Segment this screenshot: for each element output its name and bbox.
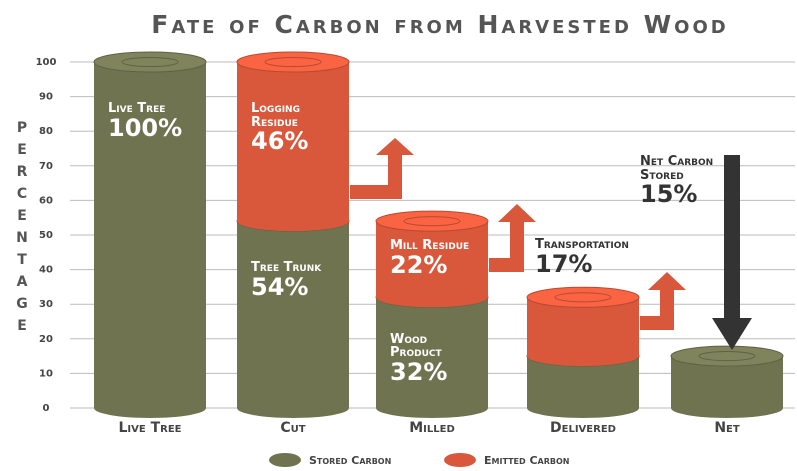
y-tick-label: 90 <box>39 92 53 103</box>
chart: Fate of Carbon from Harvested Wood Perce… <box>0 0 797 471</box>
x-tick-label: Live Tree <box>119 420 182 436</box>
bar-top <box>671 346 783 366</box>
page: Fate of Carbon from Harvested Wood Perce… <box>0 0 797 471</box>
emission-arrow <box>640 272 686 330</box>
y-tick-label: 80 <box>39 126 53 137</box>
bar-top <box>237 52 349 72</box>
bar-label-name: Net Carbon Stored <box>640 155 720 182</box>
legend-label: Emitted Carbon <box>484 454 570 467</box>
chart-title: Fate of Carbon from Harvested Wood <box>151 10 728 39</box>
bar-value-label: 32% <box>390 360 480 385</box>
y-tick-label: 30 <box>39 299 53 310</box>
y-tick-label: 70 <box>39 161 53 172</box>
x-tick-label: Delivered <box>550 420 616 436</box>
y-tick-label: 100 <box>36 57 57 68</box>
bar-label-name: Wood Product <box>390 333 480 360</box>
y-tick-label: 0 <box>43 403 50 414</box>
legend-swatch <box>269 453 301 467</box>
x-tick-label: Cut <box>280 420 305 436</box>
bar-value-label: 22% <box>390 253 480 278</box>
y-tick-label: 20 <box>39 334 53 345</box>
y-tick-label: 10 <box>39 368 53 379</box>
bar-value-label: 46% <box>251 129 341 154</box>
bar-top <box>94 52 206 72</box>
bar-top <box>527 287 639 307</box>
x-tick-label: Net <box>714 420 740 436</box>
legend-label: Stored Carbon <box>309 454 391 467</box>
x-tick-label: Milled <box>409 420 455 436</box>
bar-value-label: 17% <box>535 252 665 277</box>
bar-value-label: 100% <box>108 116 198 141</box>
legend-swatch <box>444 453 476 467</box>
bar <box>237 221 349 408</box>
y-tick-label: 60 <box>39 195 53 206</box>
y-axis-label: Percentage <box>14 120 30 340</box>
bar-top <box>376 211 488 231</box>
emission-arrow <box>489 204 536 272</box>
y-tick-label: 40 <box>39 265 53 276</box>
y-tick-label: 50 <box>39 230 53 241</box>
bar-value-label: 15% <box>640 182 720 207</box>
emission-arrow <box>350 138 414 199</box>
bar-label-name: Logging Residue <box>251 102 341 129</box>
bar-value-label: 54% <box>251 275 341 300</box>
